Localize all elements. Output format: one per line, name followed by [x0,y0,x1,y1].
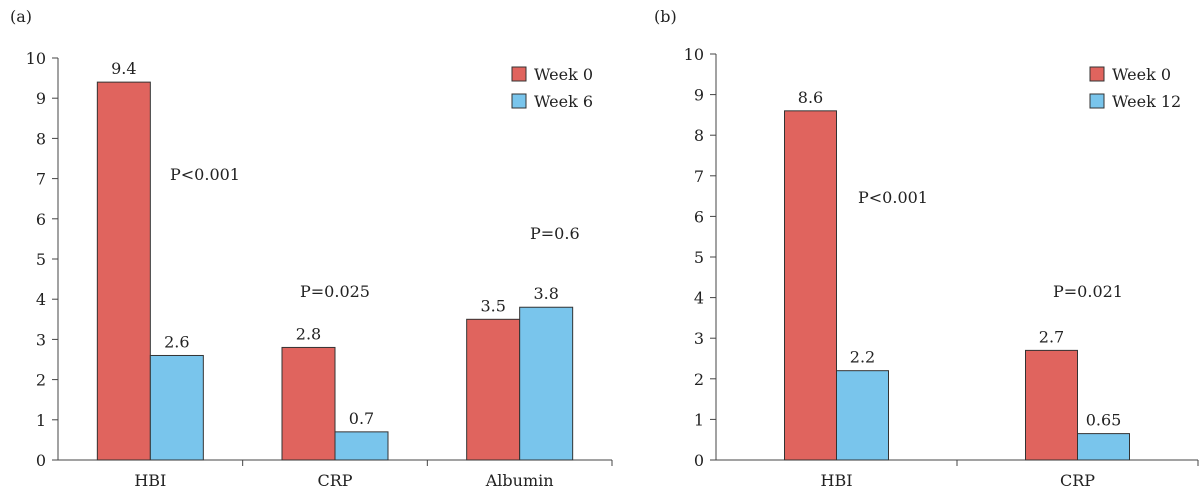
y-tick-label: 7 [694,167,704,186]
x-tick-label: Albumin [485,471,554,490]
bar [334,431,389,461]
bar [836,370,889,461]
data-label: 0.65 [1086,411,1122,430]
bar [1077,433,1130,461]
legend-label: Week 0 [1112,65,1171,84]
bar [281,346,336,461]
y-tick-label: 8 [694,126,704,145]
y-tick-label: 6 [694,207,704,226]
bar [784,110,837,461]
y-tick-label: 9 [36,89,46,108]
y-tick-label: 4 [694,289,704,308]
bar [466,318,521,461]
data-label: 2.8 [296,324,321,343]
legend-label: Week 6 [534,92,593,111]
y-tick-label: 3 [36,330,46,349]
y-tick-label: 3 [694,329,704,348]
data-label: 2.6 [164,332,189,351]
y-tick-label: 1 [36,411,46,430]
y-tick-label: 7 [36,170,46,189]
p-value-annotation: P<0.001 [170,165,240,184]
y-tick-label: 6 [36,210,46,229]
data-label: 3.5 [480,296,505,315]
x-tick-label: HBI [820,471,852,490]
x-tick-label: CRP [1060,471,1095,490]
legend-label: Week 0 [534,65,593,84]
p-value-annotation: P=0.021 [1053,282,1123,301]
y-tick-label: 0 [36,451,46,470]
data-label: 0.7 [349,409,374,428]
legend-swatch [1089,66,1105,82]
y-tick-label: 5 [694,248,704,267]
bar [1025,349,1078,461]
data-label: 8.6 [798,88,823,107]
y-tick-label: 1 [694,410,704,429]
x-tick-label: CRP [317,471,352,490]
y-tick-label: 4 [36,290,46,309]
p-value-annotation: P=0.6 [530,224,580,243]
panel-label: (a) [10,7,32,26]
y-tick-label: 8 [36,129,46,148]
data-label: 2.7 [1039,327,1064,346]
y-tick-label: 10 [26,49,46,68]
legend-swatch [511,93,527,109]
chart-panel-a: (a) 0 1 2 3 4 5 6 7 8 9 10 HBI 9.4 2.6 P<0.001 CRP 2.8 0.7… [10,7,613,490]
data-label: 3.8 [533,284,558,303]
chart-b: (b) 0 1 2 3 4 5 6 7 8 9 10 HBI 8.6 2.2 P<0.001 CRP 2.7 0.6… [654,7,1199,490]
y-tick-label: 2 [36,371,46,390]
y-tick-label: 5 [36,250,46,269]
bar [96,81,151,461]
p-value-annotation: P=0.025 [300,282,370,301]
chart-panel-b: (b) 0 1 2 3 4 5 6 7 8 9 10 HBI 8.6 2.2 P<0.001 CRP 2.7 0.6… [640,0,1200,490]
chart-a: (a) 0 1 2 3 4 5 6 7 8 9 10 HBI 9.4 2.6 P<0.001 CRP 2.8 0.7… [10,7,613,490]
legend-swatch [1089,93,1105,109]
y-tick-label: 0 [694,451,704,470]
y-tick-label: 2 [694,370,704,389]
data-label: 2.2 [850,348,875,367]
legend-label: Week 12 [1112,92,1181,111]
y-tick-label: 9 [694,86,704,105]
bar [149,354,204,461]
data-label: 9.4 [111,59,136,78]
y-tick-label: 10 [684,45,704,64]
p-value-annotation: P<0.001 [858,188,928,207]
legend-swatch [511,66,527,82]
x-tick-label: HBI [134,471,166,490]
panel-label: (b) [654,7,677,26]
bar [519,306,574,461]
